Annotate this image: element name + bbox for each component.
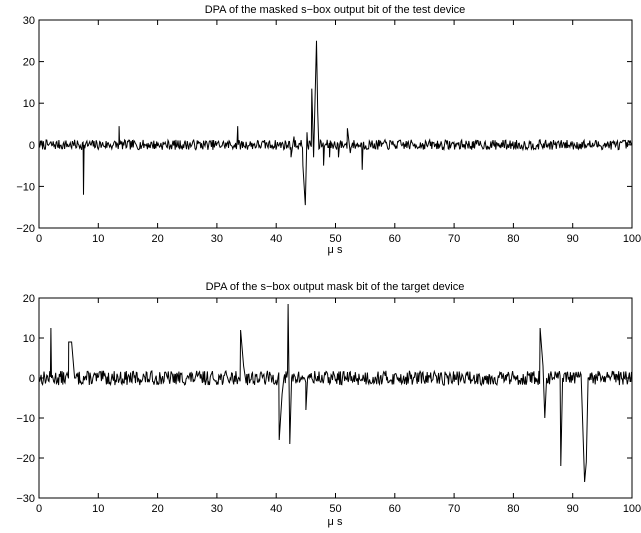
x-tick-label: 80: [507, 233, 519, 245]
y-tick-label: 0: [29, 373, 35, 385]
x-axis-label: μ s: [328, 244, 343, 256]
x-tick-label: 50: [329, 233, 341, 245]
x-tick-label: 40: [270, 233, 282, 245]
x-tick-label: 90: [567, 503, 579, 515]
data-line: [38, 40, 633, 206]
plot-area: [38, 297, 633, 499]
x-tick-label: 0: [36, 233, 42, 245]
x-tick-label: 60: [389, 503, 401, 515]
chart-top: DPA of the masked s−box output bit of th…: [16, 4, 641, 256]
x-tick-label: 100: [623, 503, 641, 515]
y-tick-label: 20: [23, 293, 35, 305]
y-tick-label: −10: [16, 181, 35, 193]
x-tick-label: 90: [567, 233, 579, 245]
x-tick-label: 0: [36, 503, 42, 515]
chart-title: DPA of the masked s−box output bit of th…: [205, 4, 466, 16]
chart-title: DPA of the s−box output mask bit of the …: [206, 281, 465, 293]
x-tick-label: 20: [151, 503, 163, 515]
y-tick-label: 20: [23, 57, 35, 69]
plot-area: [38, 19, 633, 229]
x-tick-label: 30: [211, 233, 223, 245]
x-tick-label: 30: [211, 503, 223, 515]
data-line: [38, 303, 633, 483]
x-tick-label: 60: [389, 233, 401, 245]
x-tick-label: 50: [329, 503, 341, 515]
y-tick-label: 10: [23, 333, 35, 345]
y-tick-label: −20: [16, 223, 35, 235]
y-tick-label: −30: [16, 493, 35, 505]
y-tick-label: 0: [29, 140, 35, 152]
y-tick-label: 30: [23, 15, 35, 27]
y-tick-label: −10: [16, 413, 35, 425]
x-tick-label: 70: [448, 503, 460, 515]
x-tick-label: 70: [448, 233, 460, 245]
x-axis-label: μ s: [328, 516, 343, 528]
y-tick-label: −20: [16, 453, 35, 465]
y-tick-label: 10: [23, 98, 35, 110]
x-tick-label: 20: [151, 233, 163, 245]
x-tick-label: 80: [507, 503, 519, 515]
x-tick-label: 10: [92, 503, 104, 515]
x-tick-label: 10: [92, 233, 104, 245]
chart-bottom: DPA of the s−box output mask bit of the …: [16, 281, 641, 528]
x-tick-label: 100: [623, 233, 641, 245]
x-tick-label: 40: [270, 503, 282, 515]
